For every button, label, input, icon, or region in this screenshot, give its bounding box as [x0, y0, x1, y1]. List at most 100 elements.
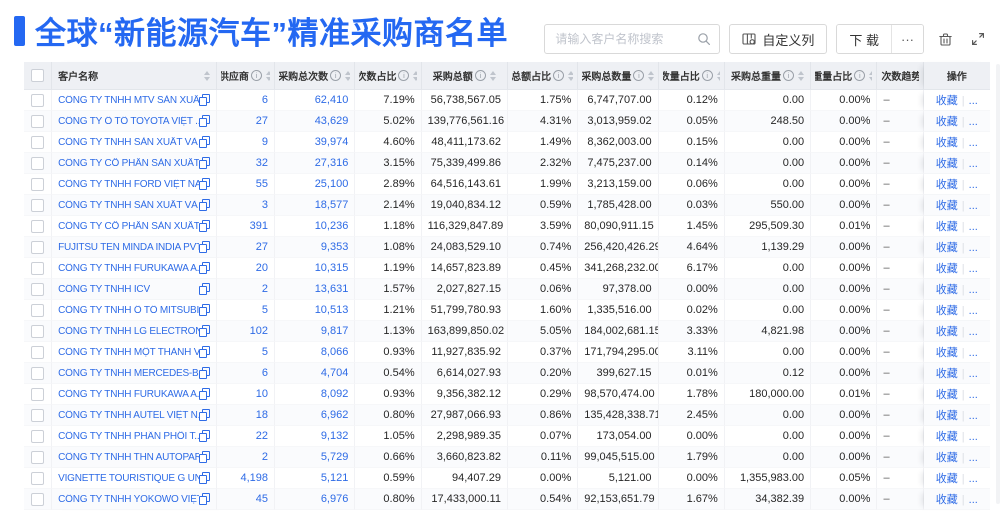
copy-icon[interactable] — [199, 157, 210, 169]
copy-icon[interactable] — [199, 367, 210, 379]
info-icon[interactable] — [398, 70, 410, 81]
cell-select[interactable] — [24, 90, 53, 111]
sort-icon[interactable] — [203, 70, 210, 81]
info-icon[interactable] — [633, 70, 645, 81]
cell-select[interactable] — [24, 132, 53, 153]
row-more-button[interactable]: ... — [968, 284, 978, 296]
row-more-button[interactable]: ... — [968, 137, 978, 149]
sort-icon[interactable] — [413, 70, 417, 81]
copy-icon[interactable] — [199, 388, 210, 400]
cell-select[interactable] — [24, 405, 53, 426]
favorite-button[interactable]: 收藏 — [935, 284, 958, 296]
cell-supplier[interactable]: 10 — [216, 384, 276, 405]
cell-purchase-count[interactable]: 4,704 — [275, 363, 356, 384]
row-more-button[interactable]: ... — [968, 494, 978, 506]
cell-supplier[interactable]: 5 — [216, 342, 276, 363]
cell-supplier[interactable]: 2 — [216, 447, 276, 468]
copy-icon[interactable] — [199, 409, 210, 421]
select-all-checkbox[interactable] — [31, 69, 45, 82]
cell-purchase-count[interactable]: 18,577 — [275, 195, 356, 216]
favorite-button[interactable]: 收藏 — [935, 473, 958, 485]
cell-purchase-count[interactable]: 6,962 — [275, 405, 356, 426]
cell-purchase-count[interactable]: 62,410 — [275, 90, 356, 111]
search-box[interactable] — [544, 24, 721, 54]
row-checkbox[interactable] — [31, 114, 45, 128]
info-icon[interactable] — [701, 70, 713, 81]
row-more-button[interactable]: ... — [968, 200, 978, 212]
company-name-link[interactable]: CÔNG TY TNHH THN AUTOPAR... — [58, 451, 199, 463]
favorite-button[interactable]: 收藏 — [935, 242, 958, 254]
column-header-amount_pct[interactable]: 总额占比 — [507, 62, 579, 90]
cell-select[interactable] — [24, 342, 53, 363]
cell-purchase-count[interactable]: 39,974 — [275, 132, 356, 153]
favorite-button[interactable]: 收藏 — [935, 452, 958, 464]
sort-icon[interactable] — [716, 70, 720, 81]
info-icon[interactable] — [250, 70, 262, 81]
cell-supplier[interactable]: 22 — [216, 426, 276, 447]
copy-icon[interactable] — [199, 220, 210, 232]
favorite-button[interactable]: 收藏 — [935, 116, 958, 128]
company-name-link[interactable]: CÔNG TY TNHH FORD VIỆT NAM — [58, 178, 199, 190]
sort-icon[interactable] — [489, 70, 496, 81]
cell-supplier[interactable]: 9 — [216, 132, 276, 153]
info-icon[interactable] — [854, 70, 866, 81]
info-icon[interactable] — [783, 70, 794, 81]
row-more-button[interactable]: ... — [968, 95, 978, 107]
favorite-button[interactable]: 收藏 — [935, 200, 958, 212]
cell-purchase-count[interactable]: 9,353 — [275, 237, 356, 258]
row-checkbox[interactable] — [31, 345, 45, 359]
toolbar-more-button[interactable]: ··· — [891, 25, 923, 53]
row-checkbox[interactable] — [31, 450, 45, 464]
cell-supplier[interactable]: 5 — [216, 300, 276, 321]
row-more-button[interactable]: ... — [968, 452, 978, 464]
company-name-link[interactable]: CÔNG TY CỔ PHẦN SẢN XUẤT... — [58, 220, 199, 232]
column-header-weight_pct[interactable]: 重量占比 — [811, 62, 878, 90]
row-more-button[interactable]: ... — [968, 410, 978, 422]
company-name-link[interactable]: CÔNG TY CỔ PHẦN SẢN XUẤT... — [58, 157, 199, 169]
favorite-button[interactable]: 收藏 — [935, 347, 958, 359]
row-checkbox[interactable] — [31, 324, 45, 338]
favorite-button[interactable]: 收藏 — [935, 389, 958, 401]
favorite-button[interactable]: 收藏 — [935, 95, 958, 107]
cell-select[interactable] — [24, 279, 53, 300]
cell-purchase-count[interactable]: 6,976 — [275, 489, 356, 510]
copy-icon[interactable] — [199, 94, 210, 106]
row-more-button[interactable]: ... — [968, 179, 978, 191]
favorite-button[interactable]: 收藏 — [935, 410, 958, 422]
cell-purchase-count[interactable]: 9,817 — [275, 321, 356, 342]
cell-select[interactable] — [24, 384, 53, 405]
cell-supplier[interactable]: 27 — [216, 111, 276, 132]
copy-icon[interactable] — [199, 451, 210, 463]
cell-select[interactable] — [24, 363, 53, 384]
company-name-link[interactable]: CÔNG TY TNHH MERCEDES-B... — [58, 367, 199, 379]
favorite-button[interactable]: 收藏 — [935, 221, 958, 233]
column-header-name[interactable]: 客户名称 — [52, 62, 217, 90]
company-name-link[interactable]: CÔNG TY TNHH SẢN XUẤT VÀ ... — [58, 136, 199, 148]
sort-icon[interactable] — [345, 70, 351, 81]
info-icon[interactable] — [474, 70, 486, 81]
row-more-button[interactable]: ... — [968, 326, 978, 338]
cell-purchase-count[interactable]: 8,092 — [275, 384, 356, 405]
copy-icon[interactable] — [199, 178, 210, 190]
favorite-button[interactable]: 收藏 — [935, 368, 958, 380]
row-more-button[interactable]: ... — [968, 389, 978, 401]
company-name-link[interactable]: CÔNG TY TNHH LG ELECTRON... — [58, 325, 199, 337]
row-checkbox[interactable] — [31, 366, 45, 380]
cell-supplier[interactable]: 55 — [216, 174, 276, 195]
row-checkbox[interactable] — [31, 429, 45, 443]
cell-select[interactable] — [24, 468, 53, 489]
cell-purchase-count[interactable]: 5,121 — [275, 468, 356, 489]
cell-purchase-count[interactable]: 8,066 — [275, 342, 356, 363]
cell-select[interactable] — [24, 195, 53, 216]
favorite-button[interactable]: 收藏 — [935, 137, 958, 149]
cell-select[interactable] — [24, 174, 53, 195]
row-more-button[interactable]: ... — [968, 305, 978, 317]
cell-supplier[interactable]: 2 — [216, 279, 276, 300]
favorite-button[interactable]: 收藏 — [935, 326, 958, 338]
favorite-button[interactable]: 收藏 — [935, 158, 958, 170]
row-checkbox[interactable] — [31, 303, 45, 317]
cell-select[interactable] — [24, 300, 53, 321]
cell-purchase-count[interactable]: 43,629 — [275, 111, 356, 132]
row-more-button[interactable]: ... — [968, 263, 978, 275]
row-checkbox[interactable] — [31, 261, 45, 275]
